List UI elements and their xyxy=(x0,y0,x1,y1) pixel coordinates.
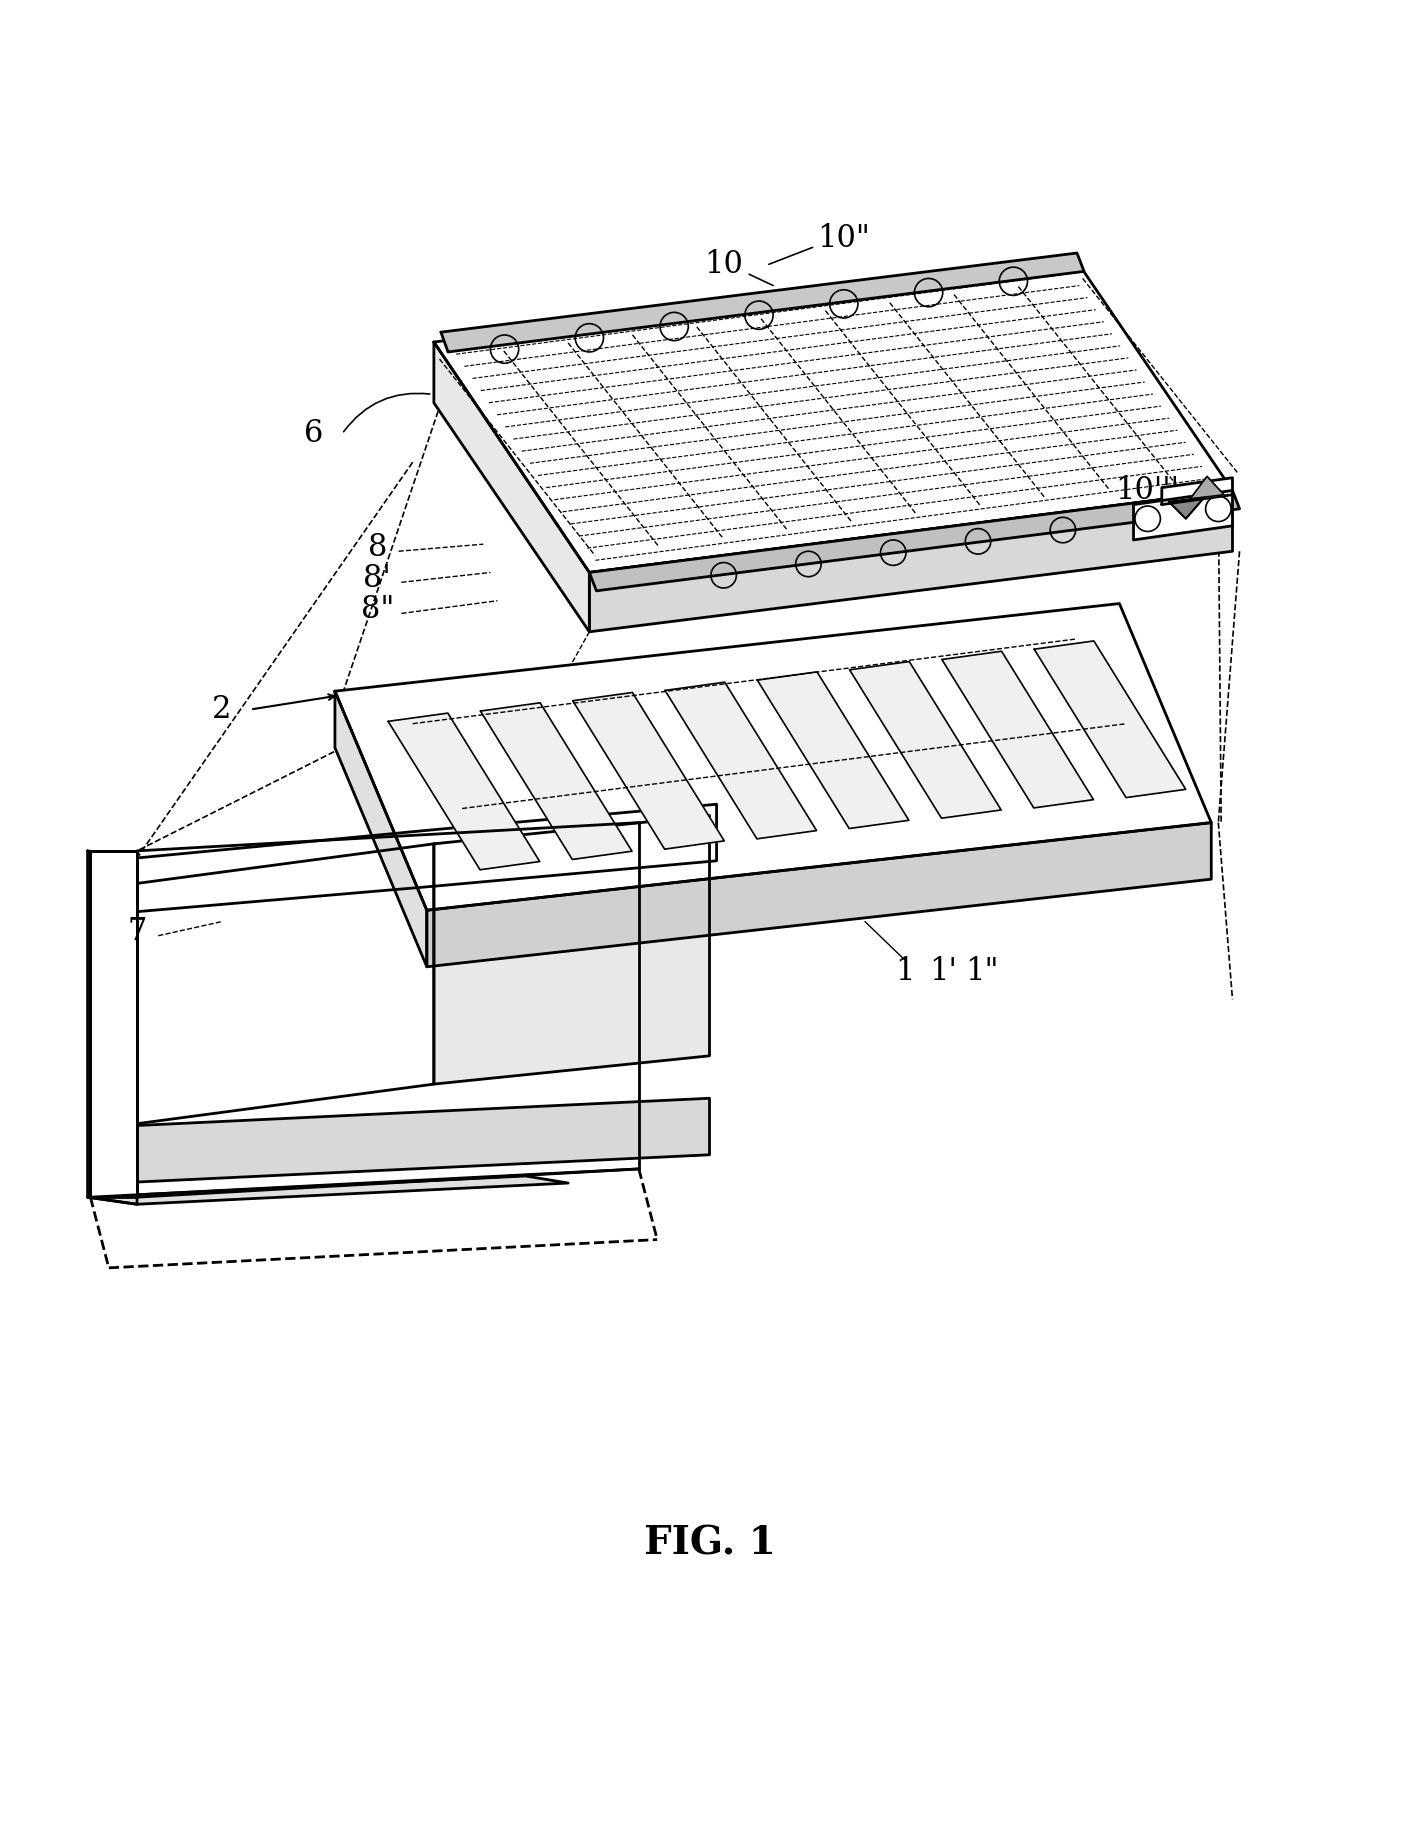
Polygon shape xyxy=(1191,476,1225,499)
Text: 1': 1' xyxy=(929,955,956,986)
Text: 10''': 10''' xyxy=(1115,476,1179,507)
Polygon shape xyxy=(335,691,427,968)
Polygon shape xyxy=(427,823,1212,968)
Polygon shape xyxy=(88,1176,568,1203)
Polygon shape xyxy=(758,671,910,829)
Polygon shape xyxy=(434,342,589,631)
Polygon shape xyxy=(942,651,1094,808)
Polygon shape xyxy=(88,850,138,1203)
Text: 7: 7 xyxy=(128,916,146,947)
Text: 10: 10 xyxy=(704,249,744,280)
Polygon shape xyxy=(1162,477,1233,505)
Polygon shape xyxy=(335,604,1212,911)
Polygon shape xyxy=(1034,640,1186,797)
Text: 6: 6 xyxy=(304,419,324,450)
Polygon shape xyxy=(589,490,1233,631)
Text: 10": 10" xyxy=(817,223,870,254)
Polygon shape xyxy=(138,805,717,911)
Polygon shape xyxy=(434,262,1233,572)
Polygon shape xyxy=(441,252,1084,351)
Text: 2: 2 xyxy=(211,693,231,724)
Polygon shape xyxy=(389,713,539,871)
Text: 1: 1 xyxy=(895,955,914,986)
Polygon shape xyxy=(1169,497,1205,519)
Text: 8': 8' xyxy=(363,563,392,594)
Polygon shape xyxy=(573,693,724,849)
Polygon shape xyxy=(481,702,631,860)
Polygon shape xyxy=(589,490,1240,591)
Text: FIG. 1: FIG. 1 xyxy=(644,1525,775,1562)
Polygon shape xyxy=(850,662,1002,818)
Text: 8: 8 xyxy=(368,532,387,563)
Text: 1": 1" xyxy=(965,955,999,986)
Polygon shape xyxy=(91,850,138,1198)
Text: 10': 10' xyxy=(1181,507,1227,538)
Polygon shape xyxy=(116,1097,710,1183)
Polygon shape xyxy=(666,682,816,840)
Polygon shape xyxy=(1134,490,1233,540)
Polygon shape xyxy=(116,843,434,1127)
Polygon shape xyxy=(434,816,710,1085)
Text: 8": 8" xyxy=(360,594,394,626)
